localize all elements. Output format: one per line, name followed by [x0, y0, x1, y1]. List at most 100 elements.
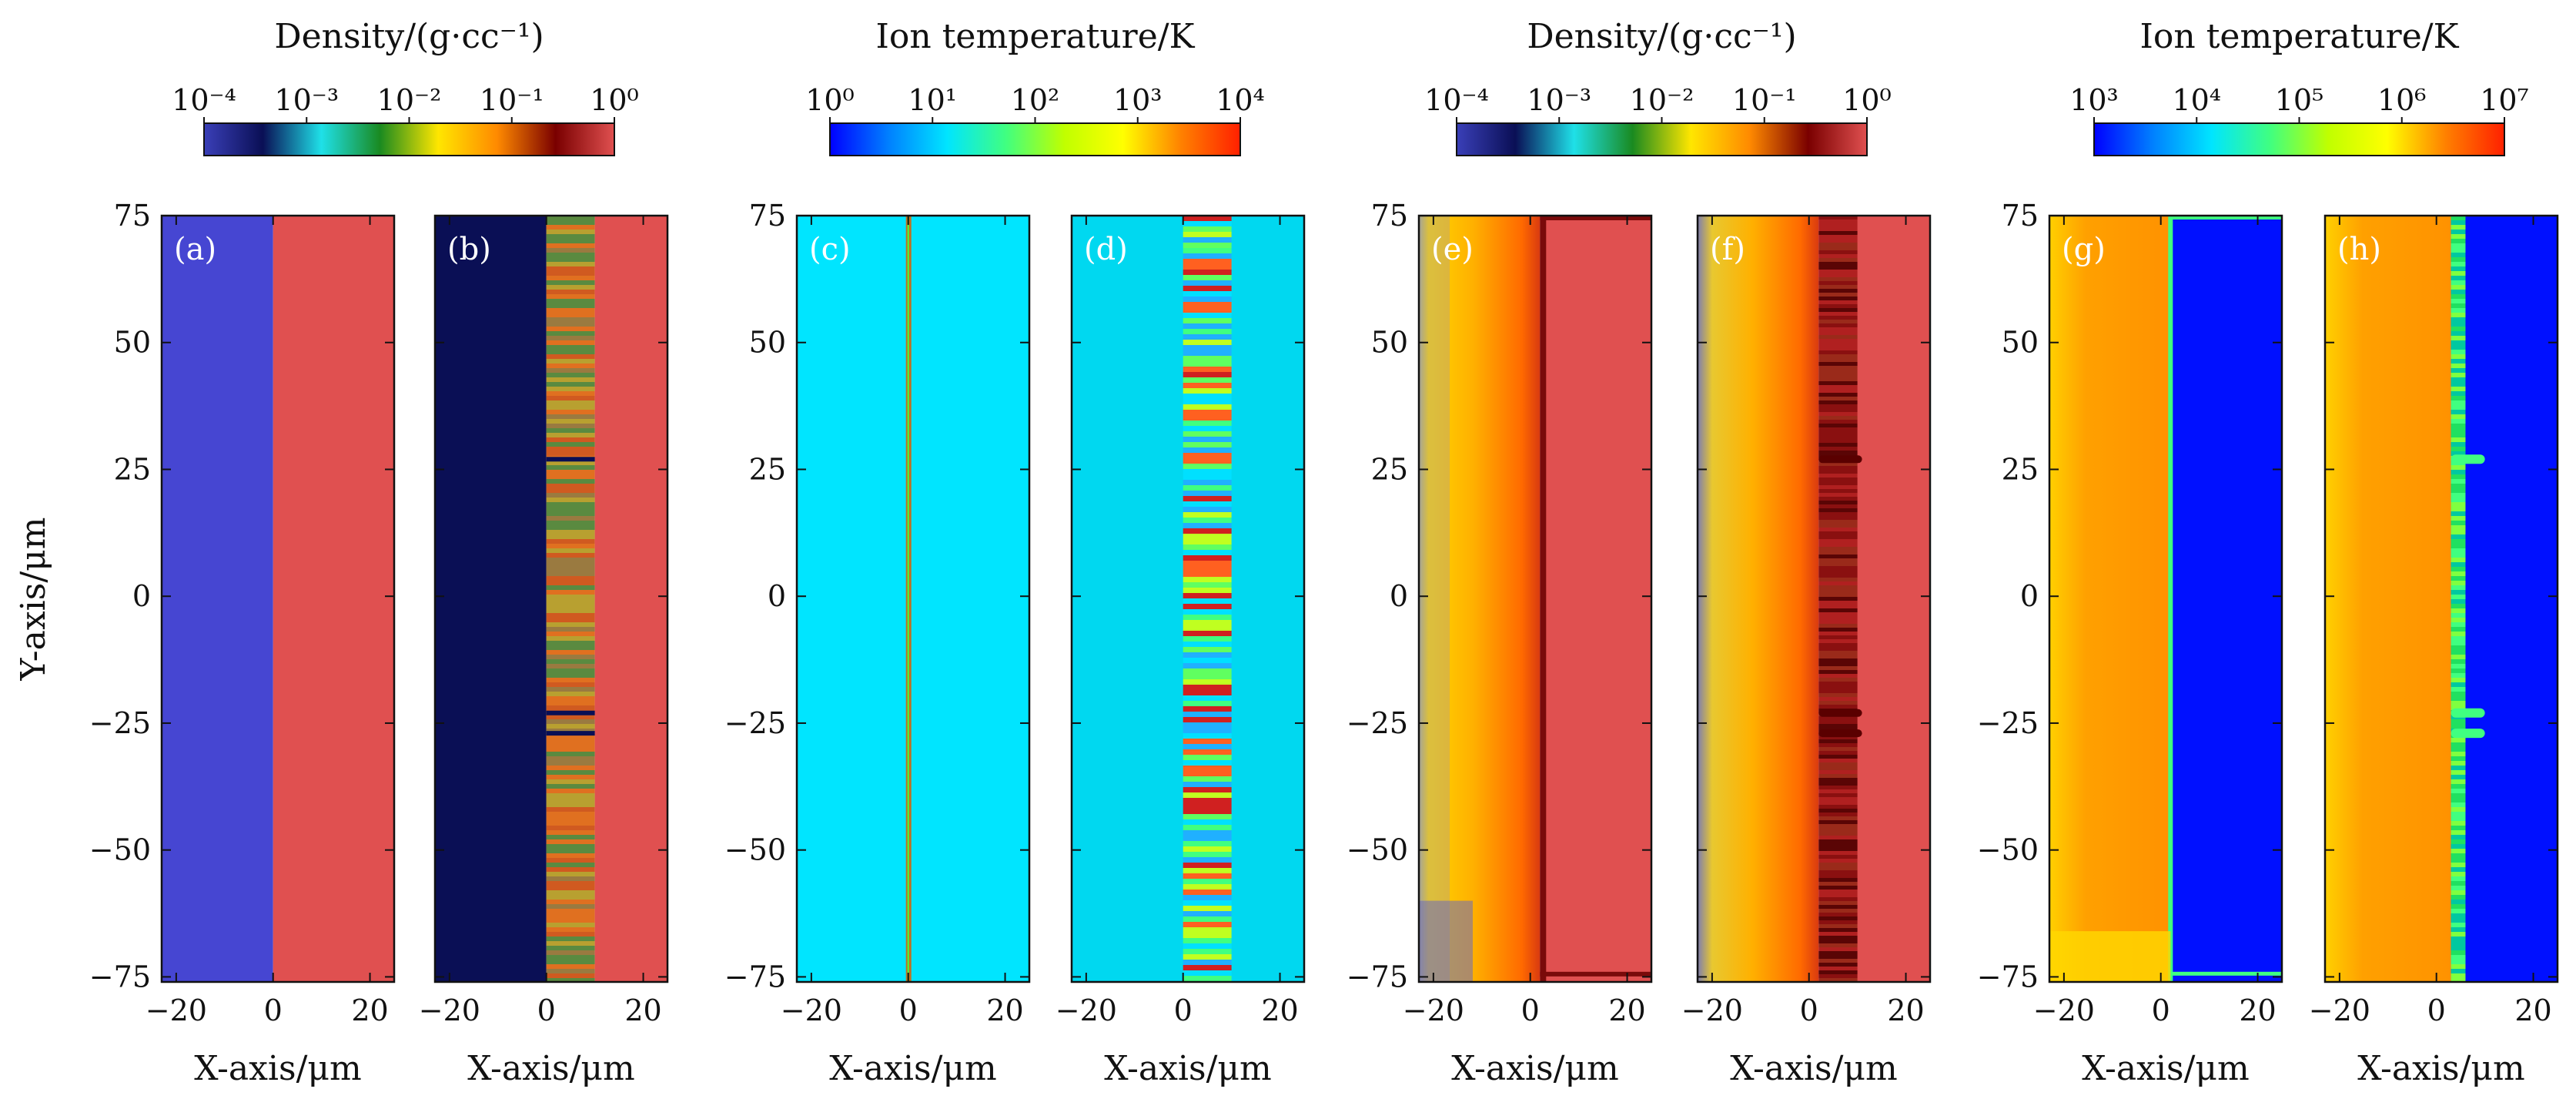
- data-stripe: [1818, 801, 1858, 805]
- data-stripe: [1183, 943, 1232, 949]
- data-stripe: [1818, 759, 1858, 762]
- data-stripe: [2451, 248, 2466, 253]
- x-axis-label: X-axis/μm: [2357, 1049, 2524, 1088]
- shock-front: [1540, 216, 1547, 982]
- data-stripe: [546, 534, 595, 539]
- panel-g: (g) −20 0 20 X-axis/μm 75 50 25 0 −25 −50 −75: [1977, 199, 2283, 1088]
- data-stripe: [1818, 485, 1858, 489]
- data-stripe: [1183, 469, 1232, 474]
- data-stripe: [546, 410, 595, 414]
- data-stripe: [546, 936, 595, 941]
- data-stripe: [1818, 570, 1858, 574]
- data-stripe: [546, 340, 595, 345]
- data-stripe: [2451, 969, 2466, 973]
- data-stripe: [1183, 712, 1232, 717]
- data-stripe: [1183, 674, 1232, 679]
- data-stripe: [1183, 404, 1232, 410]
- colorbar-tick-label: 10⁵: [2275, 83, 2324, 117]
- data-stripe: [1818, 412, 1858, 416]
- data-stripe: [1818, 312, 1858, 316]
- data-stripe: [546, 391, 595, 396]
- data-stripe: [1818, 870, 1858, 874]
- data-stripe: [546, 405, 595, 410]
- jet-feature: [2451, 708, 2485, 718]
- data-stripe: [1183, 550, 1232, 555]
- data-stripe: [1818, 901, 1858, 905]
- y-tick-label: 50: [749, 326, 786, 360]
- data-stripe: [1183, 728, 1232, 733]
- data-stripe: [1818, 462, 1858, 466]
- colorbar-tick-label: 10⁻¹: [1732, 83, 1797, 117]
- data-stripe: [2451, 738, 2466, 742]
- data-stripe: [2451, 511, 2466, 516]
- data-stripe: [546, 946, 595, 950]
- data-stripe: [2451, 474, 2466, 479]
- data-stripe: [2451, 396, 2466, 400]
- data-stripe: [1818, 689, 1858, 693]
- data-stripe: [546, 659, 595, 664]
- data-stripe: [1818, 643, 1858, 647]
- data-stripe: [2451, 234, 2466, 239]
- data-stripe: [1818, 809, 1858, 813]
- data-stripe: [1818, 774, 1858, 778]
- data-stripe: [2451, 913, 2466, 918]
- data-stripe: [1183, 544, 1232, 550]
- data-stripe: [546, 775, 595, 779]
- data-stripe: [2451, 303, 2466, 308]
- data-stripe: [1183, 566, 1232, 571]
- data-stripe: [1183, 561, 1232, 566]
- data-stripe: [546, 960, 595, 964]
- data-stripe: [546, 336, 595, 340]
- data-stripe: [546, 516, 595, 521]
- data-stripe: [1183, 636, 1232, 642]
- data-stripe: [546, 225, 595, 230]
- data-stripe: [1818, 751, 1858, 755]
- data-stripe: [1183, 518, 1232, 523]
- data-stripe: [2451, 534, 2466, 539]
- data-stripe: [1183, 755, 1232, 760]
- data-stripe: [2451, 257, 2466, 262]
- data-stripe: [2451, 941, 2466, 946]
- panel-image: [797, 216, 1029, 982]
- data-stripe: [1818, 543, 1858, 547]
- data-stripe: [1818, 289, 1858, 293]
- data-stripe: [1183, 922, 1232, 927]
- data-stripe: [2451, 447, 2466, 451]
- data-stripe: [546, 419, 595, 424]
- data-stripe: [546, 673, 595, 678]
- data-stripe: [2451, 816, 2466, 821]
- data-stripe: [1183, 663, 1232, 668]
- data-stripe: [546, 285, 595, 290]
- data-stripe: [1183, 604, 1232, 609]
- data-stripe: [1818, 770, 1858, 774]
- data-stripe: [546, 498, 595, 502]
- data-stripe: [1818, 909, 1858, 913]
- colorbar-tick-label: 10⁴: [2172, 83, 2221, 117]
- data-stripe: [1818, 951, 1858, 955]
- y-tick-label: 0: [132, 579, 151, 613]
- data-stripe: [1183, 685, 1232, 690]
- data-stripe: [1183, 491, 1232, 496]
- data-stripe: [1818, 504, 1858, 508]
- data-stripe: [2451, 872, 2466, 876]
- data-stripe: [1818, 743, 1858, 747]
- data-stripe: [546, 571, 595, 576]
- data-stripe: [1818, 778, 1858, 782]
- data-stripe: [2451, 590, 2466, 595]
- data-stripe: [1818, 555, 1858, 558]
- data-stripe: [2451, 553, 2466, 558]
- data-stripe: [1183, 776, 1232, 782]
- data-stripe: [1183, 836, 1232, 841]
- x-tick-label: 0: [1521, 993, 1540, 1027]
- data-stripe: [546, 576, 595, 581]
- data-stripe: [1818, 832, 1858, 836]
- y-tick-label: 75: [2002, 199, 2039, 233]
- data-stripe: [546, 687, 595, 692]
- data-stripe: [546, 414, 595, 419]
- data-stripe: [1183, 706, 1232, 712]
- data-stripe: [1183, 442, 1232, 447]
- solid-region: [273, 216, 394, 982]
- data-stripe: [1818, 358, 1858, 362]
- data-stripe: [1818, 605, 1858, 608]
- plasma-edge: [1419, 216, 1450, 982]
